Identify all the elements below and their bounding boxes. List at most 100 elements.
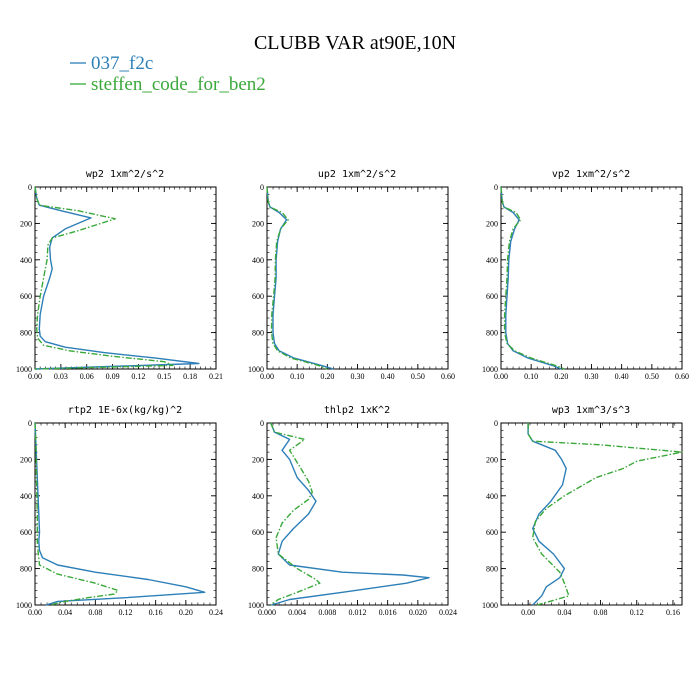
series-line-2 <box>270 422 321 606</box>
x-tick-label: 0.16 <box>149 608 163 617</box>
series-line-1 <box>270 422 430 606</box>
y-tick-label: 400 <box>20 256 32 265</box>
x-tick-label: 0.20 <box>179 608 193 617</box>
x-tick-label: 0.10 <box>524 372 538 381</box>
y-tick-label: 800 <box>252 329 264 338</box>
plot-frame <box>500 186 683 370</box>
plot-frame <box>34 186 217 370</box>
x-tick-label: 0.00 <box>260 372 274 381</box>
y-tick-label: 200 <box>20 219 32 228</box>
x-tick-label: 0.020 <box>409 608 427 617</box>
legend: 037_f2c steffen_code_for_ben2 <box>70 53 266 95</box>
x-tick-label: 0.06 <box>80 372 94 381</box>
x-tick-label: 0.40 <box>615 372 629 381</box>
y-tick-label: 600 <box>252 528 264 537</box>
x-tick-label: 0.60 <box>675 372 689 381</box>
x-tick-label: 0.12 <box>630 608 644 617</box>
y-tick-label: 1000 <box>482 365 498 374</box>
x-tick-label: 0.04 <box>58 608 72 617</box>
panel-rtp2: rtp2 1E-6x(kg/kg)^2 0.00 0.04 0.08 0.12 0.16… <box>16 405 223 617</box>
y-tick-label: 400 <box>486 492 498 501</box>
y-tick-label: 800 <box>20 565 32 574</box>
panel-title: thlp2 1xK^2 <box>324 405 390 416</box>
x-tick-label: 0.04 <box>557 608 571 617</box>
x-tick-label: 0.09 <box>106 372 120 381</box>
x-tick-label: 0.10 <box>290 372 304 381</box>
y-tick-label: 400 <box>486 256 498 265</box>
panel-title: wp2 1xm^2/s^2 <box>86 169 164 180</box>
x-tick-label: 0.20 <box>554 372 568 381</box>
panel-title: rtp2 1E-6x(kg/kg)^2 <box>68 405 182 416</box>
x-tick-label: 0.00 <box>28 372 42 381</box>
y-tick-label: 800 <box>486 329 498 338</box>
y-tick-label: 1000 <box>248 365 264 374</box>
y-tick-label: 200 <box>252 219 264 228</box>
plot-frame <box>266 422 449 606</box>
series-line-1 <box>34 422 206 606</box>
x-tick-label: 0.00 <box>494 372 508 381</box>
y-tick-label: 0 <box>260 419 264 428</box>
x-tick-label: 0.00 <box>28 608 42 617</box>
series-line-1 <box>266 186 334 370</box>
y-tick-label: 600 <box>20 528 32 537</box>
series-line-2 <box>34 186 174 370</box>
x-tick-label: 0.004 <box>288 608 306 617</box>
series-line-2 <box>34 422 119 606</box>
y-tick-label: 1000 <box>16 601 32 610</box>
legend-label-1: 037_f2c <box>91 53 153 74</box>
panel-title: vp2 1xm^2/s^2 <box>552 169 630 180</box>
x-tick-label: 0.000 <box>258 608 276 617</box>
plot-frame <box>266 186 449 370</box>
y-tick-label: 600 <box>486 292 498 301</box>
series-line-2 <box>527 423 683 606</box>
x-tick-label: 0.00 <box>521 608 535 617</box>
legend-label-2: steffen_code_for_ben2 <box>91 74 266 95</box>
y-tick-label: 800 <box>20 329 32 338</box>
plot-frame <box>34 422 217 606</box>
y-tick-label: 400 <box>252 492 264 501</box>
y-tick-label: 400 <box>252 256 264 265</box>
y-tick-label: 1000 <box>482 601 498 610</box>
x-tick-label: 0.024 <box>439 608 457 617</box>
y-tick-label: 200 <box>20 455 32 464</box>
x-tick-label: 0.12 <box>119 608 133 617</box>
y-tick-label: 200 <box>252 455 264 464</box>
x-tick-label: 0.20 <box>320 372 334 381</box>
series-line-2 <box>500 186 565 370</box>
x-tick-label: 0.30 <box>585 372 599 381</box>
x-tick-label: 0.50 <box>411 372 425 381</box>
x-tick-label: 0.18 <box>183 372 197 381</box>
y-tick-label: 0 <box>494 183 498 192</box>
panel-wp2: wp2 1xm^2/s^2 0.00 0.03 0.06 0.09 0.12 0.15 0.… <box>16 169 223 381</box>
plot-frame <box>500 422 683 606</box>
x-tick-label: 0.60 <box>441 372 455 381</box>
x-tick-label: 0.16 <box>666 608 680 617</box>
x-tick-label: 0.21 <box>209 372 223 381</box>
y-tick-label: 800 <box>252 565 264 574</box>
panel-up2: up2 1xm^2/s^2 0.00 0.10 0.20 0.30 0.40 0.50 0.… <box>248 169 455 381</box>
panel-title: up2 1xm^2/s^2 <box>318 169 396 180</box>
x-tick-label: 0.008 <box>318 608 336 617</box>
panel-title: wp3 1xm^3/s^3 <box>552 405 630 416</box>
panel-wp3: wp3 1xm^3/s^3 0.00 0.04 0.08 0.12 0.16 0 200 40… <box>482 405 683 617</box>
y-tick-label: 800 <box>486 565 498 574</box>
y-tick-label: 400 <box>20 492 32 501</box>
x-tick-label: 0.08 <box>594 608 608 617</box>
series-line-1 <box>500 186 562 370</box>
x-tick-label: 0.40 <box>381 372 395 381</box>
y-tick-label: 1000 <box>16 365 32 374</box>
x-tick-label: 0.24 <box>209 608 223 617</box>
y-tick-label: 600 <box>486 528 498 537</box>
panel-vp2: vp2 1xm^2/s^2 0.00 0.10 0.20 0.30 0.40 0.50 0.… <box>482 169 689 381</box>
y-tick-label: 200 <box>486 455 498 464</box>
y-tick-label: 0 <box>260 183 264 192</box>
series-line-1 <box>34 186 200 370</box>
x-tick-label: 0.03 <box>54 372 68 381</box>
y-tick-label: 0 <box>28 183 32 192</box>
y-tick-label: 0 <box>28 419 32 428</box>
y-tick-label: 1000 <box>248 601 264 610</box>
x-tick-label: 0.012 <box>349 608 367 617</box>
y-tick-label: 0 <box>494 419 498 428</box>
x-tick-label: 0.50 <box>645 372 659 381</box>
